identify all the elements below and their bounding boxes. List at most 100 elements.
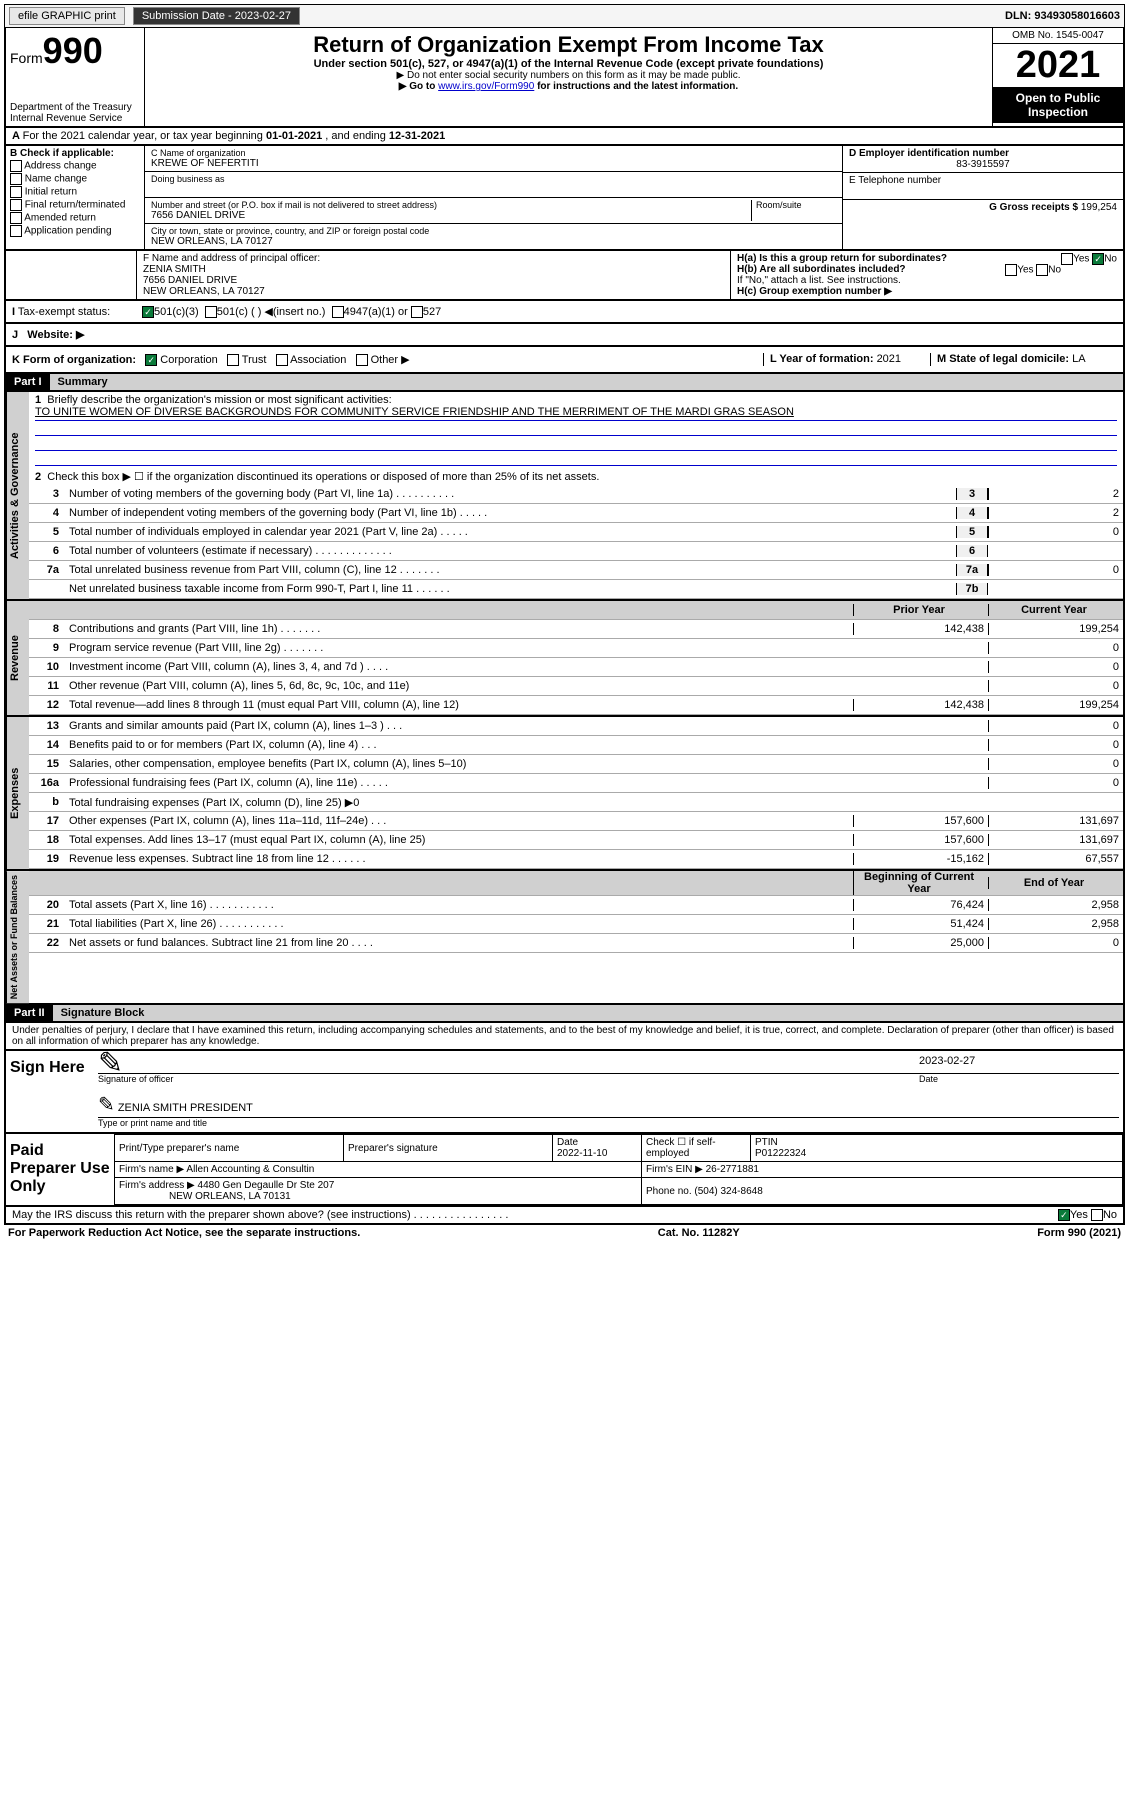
dln: DLN: 93493058016603	[1005, 10, 1120, 22]
chk-corporation[interactable]: ✓	[145, 354, 157, 366]
chk-trust[interactable]	[227, 354, 239, 366]
sig-date-label: Date	[919, 1074, 1119, 1084]
part2-title: Signature Block	[53, 1005, 1123, 1021]
part1-title: Summary	[50, 374, 1123, 390]
summary-line: 9Program service revenue (Part VIII, lin…	[29, 639, 1123, 658]
officer-addr2: NEW ORLEANS, LA 70127	[143, 286, 724, 297]
submission-date-button[interactable]: Submission Date - 2023-02-27	[133, 7, 300, 25]
sig-date-value: 2023-02-27	[919, 1055, 1119, 1074]
form-note1: ▶ Do not enter social security numbers o…	[149, 70, 988, 81]
ein-value: 83-3915597	[849, 159, 1117, 170]
irs-label: Internal Revenue Service	[10, 113, 140, 124]
col-preparer-name: Print/Type preparer's name	[115, 1135, 344, 1162]
expenses-section: Expenses 13Grants and similar amounts pa…	[4, 717, 1125, 871]
form-subtitle: Under section 501(c), 527, or 4947(a)(1)…	[149, 58, 988, 70]
chk-final-return[interactable]: Final return/terminated	[10, 199, 140, 211]
dept-label: Department of the Treasury	[10, 102, 140, 113]
g-label: G Gross receipts $	[989, 202, 1081, 213]
paid-preparer-label: Paid Preparer Use Only	[6, 1134, 114, 1205]
form-note2: ▶ Go to www.irs.gov/Form990 for instruct…	[149, 81, 988, 92]
firm-name: Allen Accounting & Consultin	[186, 1164, 314, 1175]
website-row: J Website: ▶	[4, 324, 1125, 347]
chk-discuss-no[interactable]	[1091, 1209, 1103, 1221]
hb-note: If "No," attach a list. See instructions…	[737, 275, 1117, 286]
summary-line: 16aProfessional fundraising fees (Part I…	[29, 774, 1123, 793]
chk-amended[interactable]: Amended return	[10, 212, 140, 224]
city-value: NEW ORLEANS, LA 70127	[151, 236, 836, 247]
summary-line: 8Contributions and grants (Part VIII, li…	[29, 620, 1123, 639]
firm-phone: (504) 324-8648	[694, 1186, 762, 1197]
prep-date: 2022-11-10	[557, 1148, 607, 1159]
footer-right: Form 990 (2021)	[1037, 1227, 1121, 1239]
col-begin-year: Beginning of Current Year	[853, 871, 988, 895]
discuss-row: May the IRS discuss this return with the…	[4, 1207, 1125, 1225]
addr-label: Number and street (or P.O. box if mail i…	[151, 200, 751, 210]
paid-preparer-section: Paid Preparer Use Only Print/Type prepar…	[4, 1134, 1125, 1207]
declaration-text: Under penalties of perjury, I declare th…	[4, 1023, 1125, 1051]
footer-left: For Paperwork Reduction Act Notice, see …	[8, 1227, 360, 1239]
b-label: B Check if applicable:	[10, 148, 114, 159]
chk-527[interactable]	[411, 306, 423, 318]
part2-header: Part II	[6, 1005, 53, 1021]
efile-button[interactable]: efile GRAPHIC print	[9, 7, 125, 25]
chk-association[interactable]	[276, 354, 288, 366]
chk-initial-return[interactable]: Initial return	[10, 186, 140, 198]
mission-text: TO UNITE WOMEN OF DIVERSE BACKGROUNDS FO…	[35, 406, 1117, 421]
summary-line: bTotal fundraising expenses (Part IX, co…	[29, 793, 1123, 812]
room-label: Room/suite	[756, 200, 836, 210]
line2-text: Check this box ▶ ☐ if the organization d…	[47, 471, 599, 483]
inspection-label: Open to Public Inspection	[993, 87, 1123, 123]
chk-other[interactable]	[356, 354, 368, 366]
summary-line: 13Grants and similar amounts paid (Part …	[29, 717, 1123, 736]
dba-label: Doing business as	[151, 174, 836, 184]
vlabel-activities: Activities & Governance	[6, 392, 29, 599]
c-label: C Name of organization	[151, 148, 836, 158]
d-label: D Employer identification number	[849, 148, 1009, 159]
subdate-value: 2023-02-27	[235, 10, 291, 22]
chk-501c3[interactable]: ✓	[142, 306, 154, 318]
col-prior-year: Prior Year	[853, 604, 988, 616]
chk-discuss-yes[interactable]: ✓	[1058, 1209, 1070, 1221]
summary-line: 21Total liabilities (Part X, line 26) . …	[29, 915, 1123, 934]
chk-name-change[interactable]: Name change	[10, 173, 140, 185]
form-number: Form990	[10, 30, 140, 72]
firm-addr2: NEW ORLEANS, LA 70131	[169, 1191, 291, 1202]
summary-line: 12Total revenue—add lines 8 through 11 (…	[29, 696, 1123, 715]
summary-line: 5Total number of individuals employed in…	[29, 523, 1123, 542]
vlabel-net: Net Assets or Fund Balances	[6, 871, 29, 1003]
chk-501c[interactable]	[205, 306, 217, 318]
subdate-label: Submission Date -	[142, 10, 235, 22]
firm-ein: 26-2771881	[706, 1164, 759, 1175]
footer: For Paperwork Reduction Act Notice, see …	[4, 1225, 1125, 1241]
firm-addr1: 4480 Gen Degaulle Dr Ste 207	[198, 1180, 335, 1191]
col-preparer-sig: Preparer's signature	[344, 1135, 553, 1162]
entity-section: B Check if applicable: Address change Na…	[4, 146, 1125, 251]
form-title: Return of Organization Exempt From Incom…	[149, 32, 988, 58]
summary-line: 10Investment income (Part VIII, column (…	[29, 658, 1123, 677]
summary-line: 3Number of voting members of the governi…	[29, 485, 1123, 504]
summary-line: 22Net assets or fund balances. Subtract …	[29, 934, 1123, 953]
f-label: F Name and address of principal officer:	[143, 253, 724, 264]
top-bar: efile GRAPHIC print Submission Date - 20…	[4, 4, 1125, 28]
form-header: Form990 Department of the Treasury Inter…	[4, 28, 1125, 128]
officer-name: ZENIA SMITH	[143, 264, 724, 275]
summary-line: 4Number of independent voting members of…	[29, 504, 1123, 523]
col-self-employed: Check ☐ if self-employed	[642, 1135, 751, 1162]
form-org-row: K Form of organization: ✓ Corporation Tr…	[4, 347, 1125, 374]
omb-number: OMB No. 1545-0047	[993, 28, 1123, 44]
sign-here-label: Sign Here	[6, 1051, 94, 1132]
sig-officer-label: Signature of officer	[98, 1074, 919, 1084]
chk-address-change[interactable]: Address change	[10, 160, 140, 172]
irs-link[interactable]: www.irs.gov/Form990	[438, 81, 534, 92]
chk-application-pending[interactable]: Application pending	[10, 225, 140, 237]
ptin-value: P01222324	[755, 1148, 806, 1159]
officer-section: F Name and address of principal officer:…	[4, 251, 1125, 301]
col-end-year: End of Year	[988, 877, 1123, 889]
part1-header: Part I	[6, 374, 50, 390]
summary-line: 20Total assets (Part X, line 16) . . . .…	[29, 896, 1123, 915]
line1-label: Briefly describe the organization's miss…	[47, 394, 391, 406]
chk-4947[interactable]	[332, 306, 344, 318]
sign-here-section: Sign Here ✎ 2023-02-27 Signature of offi…	[4, 1051, 1125, 1134]
revenue-section: Revenue Prior Year Current Year 8Contrib…	[4, 601, 1125, 717]
gross-receipts: 199,254	[1081, 202, 1117, 213]
